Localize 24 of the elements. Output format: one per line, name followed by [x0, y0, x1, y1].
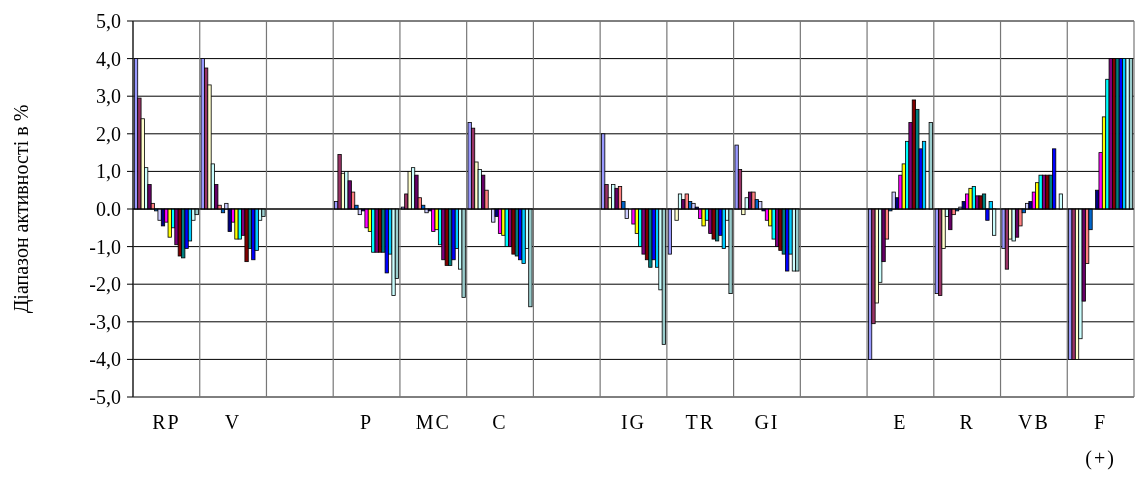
x-tick-label: F (+) — [1085, 411, 1116, 470]
x-tick-label: V — [224, 411, 242, 433]
y-axis-title: Діапазон активності в % — [10, 104, 33, 314]
x-tick-label: MC — [415, 411, 451, 433]
x-tick-label: GI — [754, 411, 780, 433]
x-tick-label: E — [893, 411, 908, 433]
x-tick-label: C — [492, 411, 508, 433]
y-tick-label: -3,0 — [89, 310, 121, 333]
y-tick-label: -1,0 — [89, 235, 121, 258]
x-tick-label: P — [360, 411, 374, 433]
y-tick-label: -5,0 — [89, 386, 121, 408]
y-tick-label: -4,0 — [89, 348, 121, 371]
x-tick-label: VB — [1018, 411, 1050, 433]
y-tick-label: 2,0 — [96, 122, 121, 145]
y-tick-label: -2,0 — [89, 273, 121, 296]
y-tick-label: 1,0 — [96, 160, 121, 183]
x-tick-label: R — [959, 411, 975, 433]
x-tick-label: RP — [152, 411, 181, 433]
y-tick-label: 0.0 — [96, 198, 121, 220]
x-tick-label: IG — [620, 411, 647, 433]
x-tick-label: TR — [685, 411, 716, 433]
y-tick-label: 4,0 — [96, 47, 121, 70]
y-tick-label: 3,0 — [96, 85, 121, 108]
y-tick-label: 5,0 — [96, 10, 121, 32]
